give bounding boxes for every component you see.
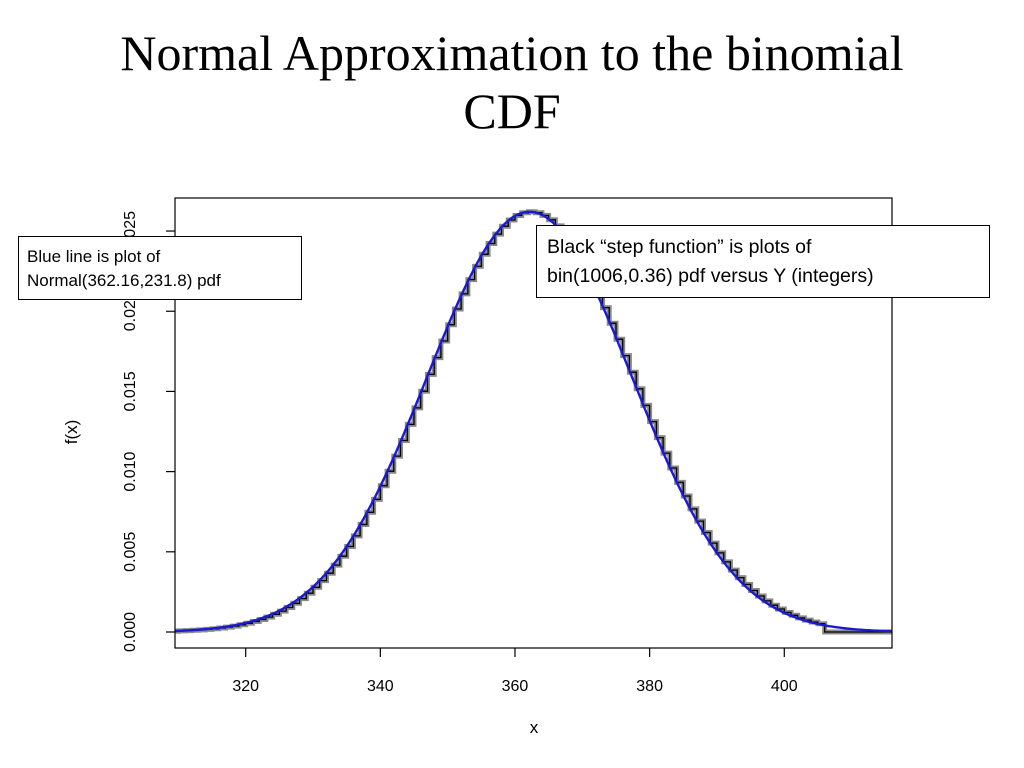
axes: 320 340 360 380 400 0.000 0.005 0.010 0.015 0.020… [122, 197, 893, 695]
y-tick-label-1: 0.005 [122, 532, 139, 572]
annotation-binomial-line1: Black “step function” is plots of [547, 236, 812, 258]
plot-frame [174, 197, 893, 649]
x-tick-label-380: 380 [636, 678, 663, 695]
x-tick-label-360: 360 [502, 678, 529, 695]
y-tick-label-0: 0.000 [122, 612, 139, 652]
y-axis-label: f(x) [62, 420, 81, 445]
y-tick-label-4: 0.020 [122, 291, 139, 331]
x-tick-label-320: 320 [232, 678, 259, 695]
x-tick-label-340: 340 [367, 678, 394, 695]
y-tick-label-2: 0.010 [122, 451, 139, 491]
y-tick-label-3: 0.015 [122, 371, 139, 411]
x-axis-label: x [530, 718, 539, 737]
annotation-binomial-line2: bin(1006,0.36) pdf versus Y (integers) [547, 265, 874, 287]
normal-pdf-line [175, 210, 892, 633]
plot-area [175, 209, 892, 635]
binomial-step-line [175, 211, 892, 633]
annotation-normal-line2: Normal(362.16,231.8) pdf [27, 271, 221, 290]
annotation-binomial: Black “step function” is plots of bin(10… [536, 225, 990, 298]
slide-title: Normal Approximation to the binomial CDF [0, 24, 1024, 140]
annotation-normal: Blue line is plot of Normal(362.16,231.8… [18, 236, 302, 300]
x-tick-label-400: 400 [771, 678, 798, 695]
slide-title-line2: CDF [463, 83, 561, 139]
slide-title-line1: Normal Approximation to the binomial [120, 25, 904, 81]
annotation-normal-line1: Blue line is plot of [27, 247, 161, 266]
